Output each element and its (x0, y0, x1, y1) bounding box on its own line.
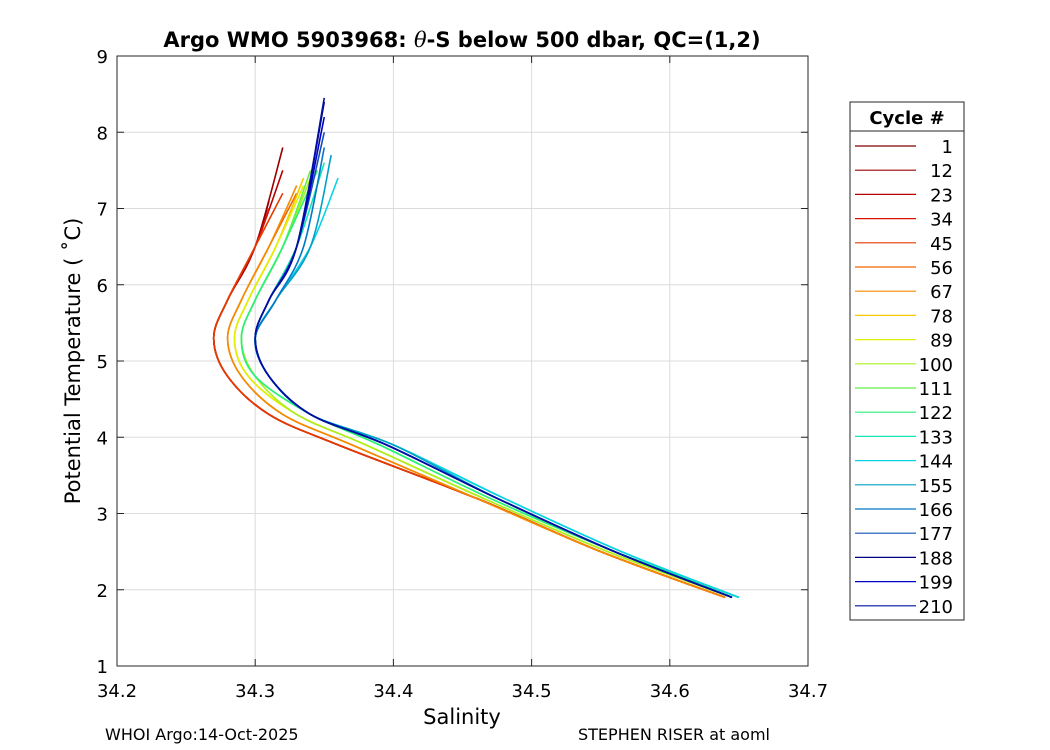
legend-label: 12 (930, 161, 953, 182)
y-tick-label: 3 (97, 505, 108, 526)
legend-label: 45 (930, 234, 953, 255)
x-tick-label: 34.2 (97, 681, 137, 702)
legend-label: 144 (919, 452, 953, 473)
series-line-cycle-67 (226, 185, 726, 599)
y-tick-label: 1 (97, 657, 108, 678)
x-tick-label: 34.3 (235, 681, 275, 702)
chart-title: Argo WMO 5903968: θ-S below 500 dbar, QC… (163, 28, 760, 52)
legend-title: Cycle # (869, 108, 944, 129)
legend-label: 155 (919, 476, 953, 497)
x-tick-label: 34.6 (650, 681, 690, 702)
legend: Cycle # 1 12 23 34 45 56 67 78 89 100 111 122 133 144… (849, 101, 965, 621)
y-tick-label: 7 (97, 200, 108, 221)
y-axis-label: Potential Temperature ( ˚C) (61, 218, 85, 505)
legend-label: 177 (919, 524, 953, 545)
x-tick-label: 34.7 (788, 681, 828, 702)
y-tick-label: 5 (97, 352, 108, 373)
y-tick-label: 8 (97, 123, 108, 144)
y-tick-label: 6 (97, 276, 108, 297)
legend-label: 1 (942, 137, 953, 158)
x-axis-label: Salinity (423, 705, 501, 729)
axis-ticks: 34.2 34.3 34.4 34.5 34.6 34.7 1 2 3 4 5 6 7 8 9 (97, 47, 828, 702)
legend-label: 166 (919, 500, 953, 521)
legend-label: 122 (919, 403, 953, 424)
legend-label: 56 (930, 258, 953, 279)
series-lines (212, 97, 740, 599)
y-tick-label: 9 (97, 47, 108, 68)
title-suffix: -S below 500 dbar, QC=(1,2) (427, 28, 761, 52)
legend-label: 111 (919, 379, 953, 400)
series-line-cycle-210 (254, 97, 733, 599)
legend-label: 188 (919, 548, 953, 569)
legend-label: 199 (919, 573, 953, 594)
legend-label: 34 (930, 210, 953, 231)
y-tick-label: 2 (97, 581, 108, 602)
legend-label: 89 (930, 331, 953, 352)
legend-label: 100 (919, 355, 953, 376)
footer-date: WHOI Argo:14-Oct-2025 (105, 725, 299, 744)
legend-label: 23 (930, 185, 953, 206)
title-prefix: Argo WMO 5903968: (163, 28, 414, 52)
legend-label: 67 (930, 282, 953, 303)
legend-label: 133 (919, 427, 953, 448)
x-tick-label: 34.4 (373, 681, 413, 702)
legend-label: 210 (919, 597, 953, 618)
title-theta: θ (414, 28, 427, 52)
legend-label: 78 (930, 306, 953, 327)
x-tick-label: 34.5 (512, 681, 552, 702)
y-tick-label: 4 (97, 428, 108, 449)
footer-credit: STEPHEN RISER at aoml (578, 725, 770, 744)
